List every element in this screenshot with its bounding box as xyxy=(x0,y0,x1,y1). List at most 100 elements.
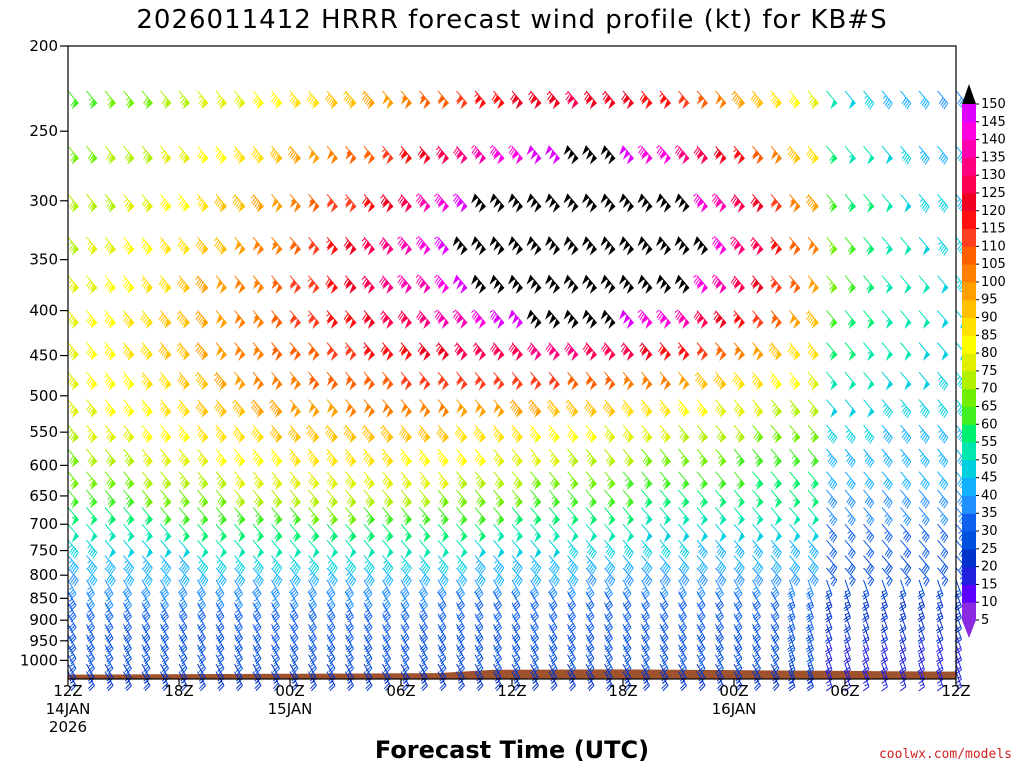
barb-half xyxy=(565,400,569,404)
wind-barb xyxy=(456,448,468,468)
barb-full xyxy=(87,455,93,463)
barb-full xyxy=(178,429,184,437)
wind-barb xyxy=(326,342,338,361)
wind-barb xyxy=(471,309,486,329)
barb-half xyxy=(291,663,296,667)
barb-flag xyxy=(234,279,242,290)
barb-full xyxy=(160,623,167,630)
wind-barb xyxy=(197,507,209,526)
wind-barb xyxy=(123,448,135,468)
barb-full xyxy=(104,280,110,287)
barb-half xyxy=(328,654,333,657)
barb-flag xyxy=(386,350,394,361)
wind-barb xyxy=(160,489,172,509)
barb-shaft xyxy=(141,624,151,639)
barb-full xyxy=(67,376,73,384)
wind-barb xyxy=(104,523,116,543)
wind-barb xyxy=(160,567,172,587)
barb-full xyxy=(92,552,98,559)
wind-barb xyxy=(86,310,98,329)
wind-barb xyxy=(545,274,560,294)
wind-barb xyxy=(67,310,79,329)
barb-flag xyxy=(108,283,116,294)
barb-flag xyxy=(423,99,431,110)
wind-barb xyxy=(308,471,320,491)
barb-flag xyxy=(400,403,409,414)
barb-flag xyxy=(404,548,412,559)
wind-barbs xyxy=(67,90,967,692)
barb-half xyxy=(495,496,500,500)
wind-barb xyxy=(474,399,486,418)
wind-barb xyxy=(178,489,190,509)
wind-barb xyxy=(382,399,394,418)
barb-full xyxy=(143,574,149,582)
barb-full xyxy=(144,433,150,441)
wind-barb xyxy=(67,654,77,675)
wind-barb xyxy=(197,145,209,165)
barb-flag xyxy=(312,350,320,361)
wind-barb xyxy=(197,624,206,644)
barb-half xyxy=(568,453,572,457)
barb-shaft xyxy=(104,624,114,639)
barb-flag xyxy=(90,498,98,509)
barb-half xyxy=(454,343,458,347)
barb-full xyxy=(70,627,77,634)
barb-flag xyxy=(511,314,520,325)
barb-flag xyxy=(330,283,338,294)
wind-barb xyxy=(419,555,431,575)
barb-full xyxy=(181,99,187,106)
wind-barb xyxy=(363,145,375,165)
barb-full xyxy=(70,245,76,253)
barb-half xyxy=(401,560,406,564)
wind-barb xyxy=(141,194,153,213)
barb-flag xyxy=(367,380,375,391)
barb-half xyxy=(421,654,426,657)
barb-shaft xyxy=(67,654,77,669)
barb-flag xyxy=(619,145,627,156)
barb-shaft xyxy=(141,567,153,581)
barb-half xyxy=(401,598,406,602)
wind-barb xyxy=(382,90,394,110)
barb-half xyxy=(531,560,535,564)
barb-shaft xyxy=(160,644,169,659)
wind-barb xyxy=(526,145,542,165)
wind-barb xyxy=(197,523,209,543)
barb-flag xyxy=(349,154,357,165)
barb-full xyxy=(69,349,75,356)
barb-full xyxy=(107,457,113,465)
wind-barb xyxy=(308,371,320,391)
barb-flag xyxy=(182,433,190,444)
barb-half xyxy=(198,609,203,613)
wind-barb xyxy=(289,310,301,329)
barb-half xyxy=(122,374,127,379)
barb-half xyxy=(68,404,73,408)
wind-barb xyxy=(493,523,505,543)
barb-flag xyxy=(534,283,542,294)
wind-barb xyxy=(233,579,243,600)
barb-flag xyxy=(256,350,264,361)
barb-full xyxy=(70,648,77,655)
wind-barb xyxy=(67,236,79,256)
barb-full xyxy=(124,625,131,632)
wind-barb xyxy=(400,523,412,543)
barb-half xyxy=(640,402,645,406)
wind-barb xyxy=(67,644,77,665)
wind-barb xyxy=(160,448,172,468)
barb-full xyxy=(177,239,182,247)
wind-barb xyxy=(104,424,116,444)
wind-barb xyxy=(252,236,264,256)
wind-barb xyxy=(363,507,375,526)
barb-shaft xyxy=(141,591,151,606)
barb-flag xyxy=(404,407,412,418)
wind-barb xyxy=(548,471,560,491)
barb-half xyxy=(434,193,438,197)
barb-half xyxy=(164,532,169,536)
wind-barb xyxy=(511,523,523,543)
barb-shaft xyxy=(86,579,95,595)
wind-barb xyxy=(415,193,431,213)
wind-barb xyxy=(344,342,357,361)
barb-full xyxy=(161,562,167,569)
barb-shaft xyxy=(178,591,188,606)
wind-barb xyxy=(140,310,153,329)
barb-flag xyxy=(460,154,468,165)
